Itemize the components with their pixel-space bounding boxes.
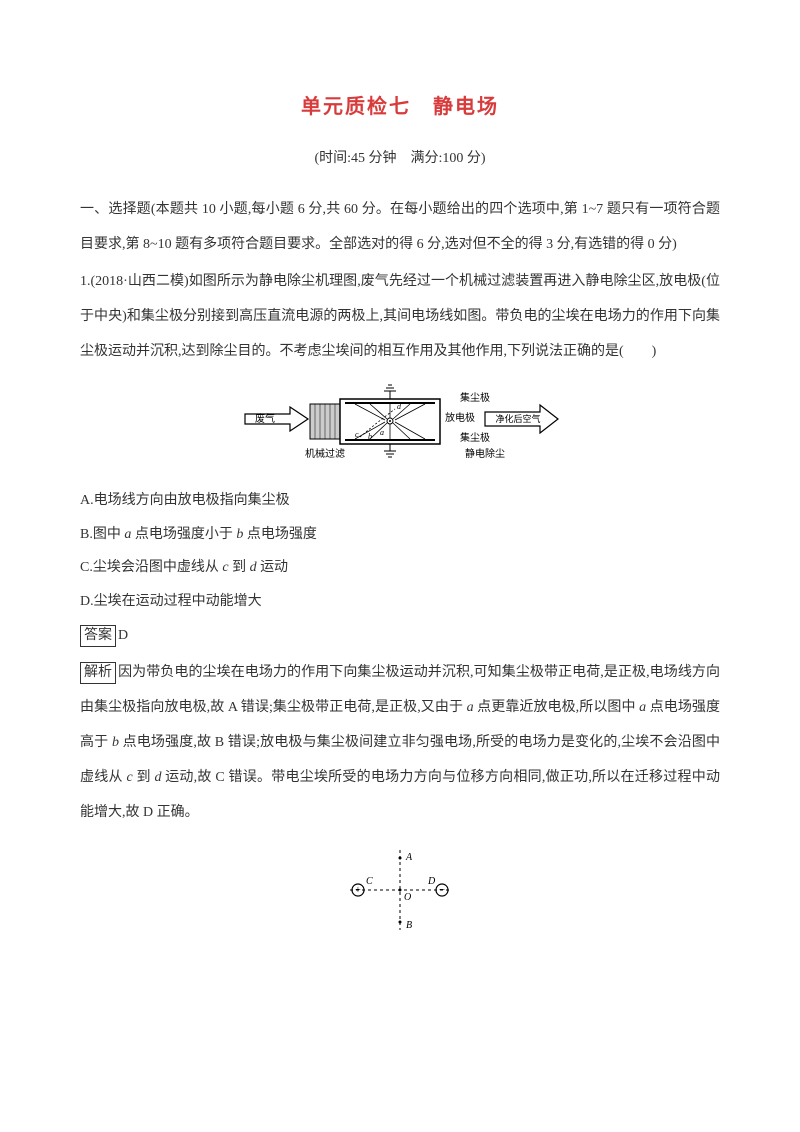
top-collector-label: 集尘极 [460,391,490,404]
waste-gas-label: 废气 [255,412,275,425]
point-a-label: a [380,428,384,437]
q2-diagram: O A B + C − D [80,840,720,945]
point-b2-label: B [406,920,412,931]
charge-diagram-svg: O A B + C − D [330,840,470,940]
point-b-label: b [368,432,372,441]
answer-label: 答案 [80,625,116,647]
static-dust-label: 静电除尘 [465,447,505,460]
discharge-label: 放电极 [445,411,475,424]
page-subtitle: (时间:45 分钟 满分:100 分) [80,147,720,167]
analysis-label: 解析 [80,662,116,684]
point-c2-label: C [366,876,373,887]
purified-label: 净化后空气 [495,413,540,424]
answer-line: 答案D [80,618,720,653]
left-charge-sign: + [355,885,361,896]
section-intro: 一、选择题(本题共 10 小题,每小题 6 分,共 60 分。在每小题给出的四个… [80,192,720,262]
point-c-label: c [355,430,359,439]
q1-option-a: A.电场线方向由放电极指向集尘极 [80,484,720,518]
point-d2-label: D [427,876,436,887]
bottom-collector-label: 集尘极 [460,431,490,444]
electrostatic-diagram-svg: 废气 机械过滤 集尘极 集尘极 放电极 [240,379,560,469]
analysis-para: 解析因为带负电的尘埃在电场力的作用下向集尘极运动并沉积,可知集尘极带正电荷,是正… [80,655,720,830]
point-o-label: O [404,892,411,903]
q1-option-c: C.尘埃会沿图中虚线从 c 到 d 运动 [80,551,720,585]
q1-text: 1.(2018·山西二模)如图所示为静电除尘机理图,废气先经过一个机械过滤装置再… [80,264,720,369]
q1-option-d: D.尘埃在运动过程中动能增大 [80,585,720,619]
point-a2-label: A [405,852,413,863]
q1-option-b: B.图中 a 点电场强度小于 b 点电场强度 [80,518,720,552]
q1-diagram: 废气 机械过滤 集尘极 集尘极 放电极 [80,379,720,474]
right-charge-sign: − [439,884,445,896]
page-title: 单元质检七 静电场 [80,90,720,119]
answer-value: D [118,628,128,643]
filter-label: 机械过滤 [305,447,345,460]
